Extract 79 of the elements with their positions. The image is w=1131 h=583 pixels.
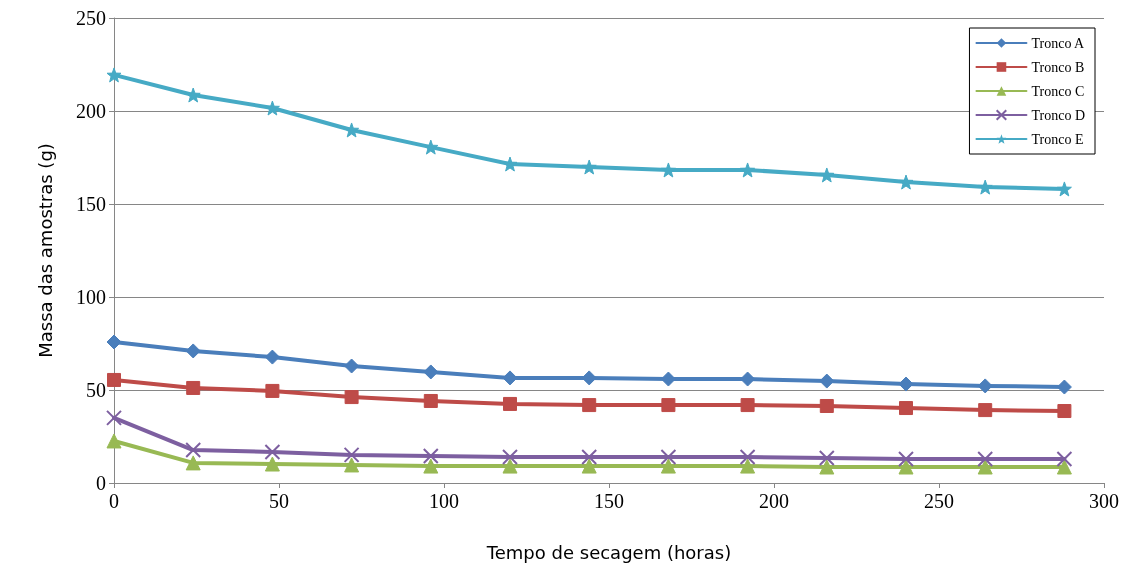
point [185,455,201,471]
point [819,167,835,183]
y-tick-label: 100 [76,286,106,308]
point [344,390,359,405]
point [106,334,122,350]
point [1057,404,1072,419]
point [1056,451,1073,468]
point [106,67,122,83]
point [740,398,755,413]
point [264,443,281,460]
point [423,458,439,474]
point [819,459,835,475]
point [423,364,439,380]
point [977,378,993,394]
point [582,398,597,413]
point [660,162,676,178]
point [503,396,517,411]
point [107,372,121,387]
y-axis-title: Massa das amostras (g) [34,143,56,358]
point [343,446,360,463]
point [740,458,756,474]
point [660,371,676,387]
point [660,448,677,465]
point [502,448,518,465]
point [740,162,756,178]
point [581,159,597,175]
point [264,456,280,472]
x-tick-label: 100 [429,490,459,512]
x-tick-label: 150 [594,490,624,512]
point [1056,379,1072,395]
point [422,448,439,465]
point [898,174,914,190]
point [264,349,280,365]
point [740,371,756,387]
y-tick-label: 250 [76,7,106,29]
point [818,450,835,467]
point [739,448,756,465]
point [344,457,360,473]
point [265,383,280,398]
point [344,122,360,138]
point [185,343,201,359]
y-tick-label: 0 [96,472,106,494]
point [898,376,914,392]
point [819,373,835,389]
point [185,442,202,459]
y-tick-label: 50 [86,379,106,401]
point [423,393,438,408]
legend-label: Tronco D [1031,107,1085,123]
y-tick-label: 150 [76,193,106,215]
legend-label: Tronco E [1031,131,1084,147]
point [660,458,676,474]
point [1056,181,1072,197]
point [1056,459,1072,475]
legend-label: Tronco B [1031,59,1085,75]
point [661,398,676,413]
x-tick-label: 200 [759,490,789,512]
legend-label: Tronco C [1031,83,1085,99]
point [186,380,201,395]
x-axis-title: Tempo de secagem (horas) [485,541,732,563]
x-tick-label: 300 [1089,490,1119,512]
point [898,451,914,468]
y-tick-label: 200 [76,100,106,122]
x-tick-label: 250 [924,490,954,512]
point [977,451,994,468]
legend-label: Tronco A [1031,35,1086,51]
point [502,458,518,474]
point [978,403,993,418]
point [898,459,914,475]
point [581,458,597,474]
point [106,433,122,449]
point [106,409,122,426]
point [977,459,993,475]
point [502,370,518,386]
point [344,358,360,374]
point [977,179,993,195]
point [899,401,913,416]
x-tick-label: 50 [269,490,289,512]
point [581,448,598,465]
point [819,399,834,413]
